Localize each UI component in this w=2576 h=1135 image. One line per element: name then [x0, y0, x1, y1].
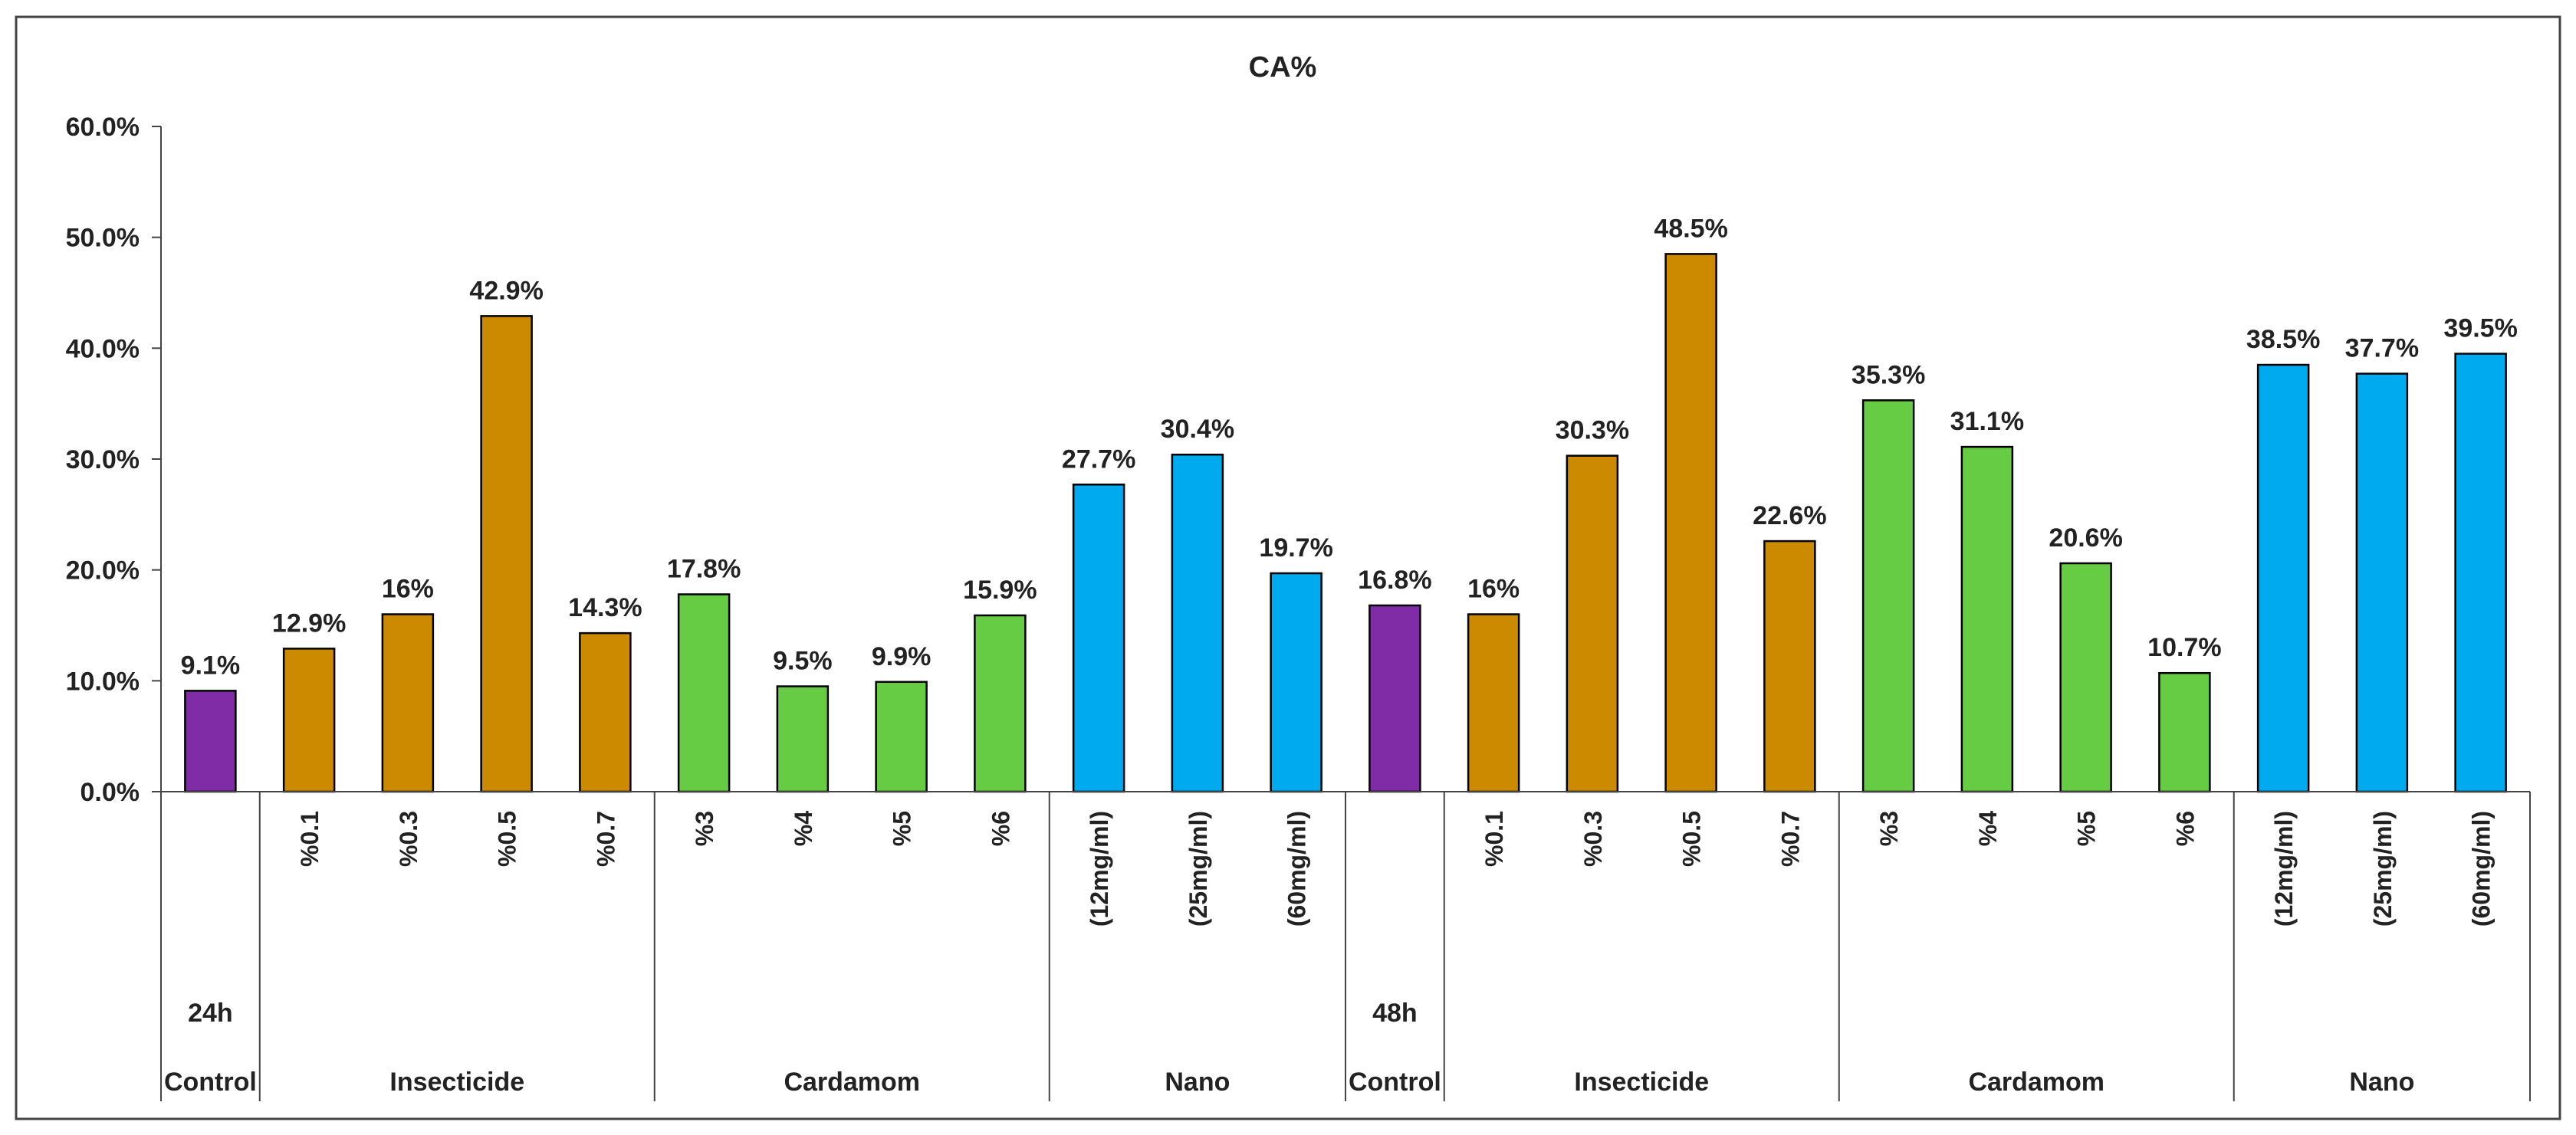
x-category-label: %0.1 — [296, 811, 324, 867]
bar-48h-insecticide — [1763, 540, 1816, 793]
data-label: 12.9% — [272, 609, 346, 638]
x-category-label: %4 — [1974, 811, 2002, 846]
data-label: 9.9% — [872, 642, 932, 671]
data-label: 16% — [382, 575, 434, 604]
data-label: 10.7% — [2147, 633, 2221, 662]
x-category-label: %3 — [1875, 811, 1903, 846]
bar-24h-insecticide — [381, 613, 435, 793]
data-label: 39.5% — [2443, 314, 2517, 343]
y-tick-label: 0.0% — [80, 778, 140, 807]
x-category-label: %0.3 — [1579, 811, 1607, 867]
x-category-label: %3 — [691, 811, 718, 846]
bar-24h-nano — [1072, 484, 1125, 793]
x-group-label: Nano — [1165, 1068, 1230, 1097]
x-category-label: %5 — [2073, 811, 2101, 846]
x-category-label: (12mg/ml) — [1086, 811, 1113, 927]
x-category-label: %6 — [2171, 811, 2199, 846]
x-category-label: (60mg/ml) — [1283, 811, 1311, 927]
bar-24h-insecticide — [579, 631, 632, 793]
y-tick-label: 40.0% — [66, 334, 140, 363]
bar-24h-insecticide — [480, 315, 533, 793]
x-group-label: Control — [1349, 1068, 1441, 1097]
chart-border — [15, 15, 2561, 1120]
data-label: 15.9% — [963, 576, 1037, 605]
bar-48h-nano — [2256, 363, 2310, 793]
bar-48h-control — [1368, 604, 1421, 793]
x-group-label: Nano — [2349, 1068, 2414, 1097]
x-category-label: (12mg/ml) — [2270, 811, 2298, 927]
bar-24h-nano — [1270, 572, 1322, 793]
data-label: 27.7% — [1062, 444, 1135, 474]
data-label: 37.7% — [2345, 334, 2419, 363]
x-time-label: 24h — [188, 999, 233, 1028]
x-category-label: %4 — [790, 811, 817, 846]
x-category-label: (60mg/ml) — [2468, 811, 2496, 927]
y-tick-label: 30.0% — [66, 445, 140, 474]
data-label: 9.5% — [773, 647, 833, 676]
bar-48h-insecticide — [1566, 454, 1619, 793]
bar-48h-cardamom — [1861, 399, 1915, 793]
data-label: 30.3% — [1556, 416, 1629, 445]
data-label: 31.1% — [1950, 407, 2024, 436]
x-group-label: Control — [164, 1068, 257, 1097]
data-label: 38.5% — [2246, 325, 2320, 354]
data-label: 19.7% — [1259, 533, 1332, 563]
bar-48h-insecticide — [1467, 613, 1520, 793]
bar-48h-cardamom — [2059, 562, 2112, 793]
y-tick-label: 50.0% — [66, 224, 140, 253]
x-axis-category-table: %0.1 %0.3 %0.5 %0.7 %3 %4 %5 %6 (12mg/ml) (25mg/m… — [160, 791, 2531, 1101]
bar-24h-nano — [1171, 453, 1224, 793]
data-label: 16.8% — [1358, 566, 1431, 595]
x-group-label: Insecticide — [1574, 1068, 1709, 1097]
data-label: 35.3% — [1852, 360, 1925, 389]
data-label: 48.5% — [1654, 214, 1727, 243]
chart-title: CA% — [1249, 51, 1317, 84]
bar-series: 9.1% 12.9% 16% 42.9% 14.3% 17.8% 9.5% 9.9% 15.9%… — [181, 214, 2518, 793]
y-tick-label: 20.0% — [66, 556, 140, 586]
x-category-label: %0.1 — [1480, 811, 1508, 867]
bar-48h-insecticide — [1664, 253, 1717, 793]
data-label: 16% — [1467, 575, 1520, 604]
x-category-label: %0.5 — [494, 811, 521, 867]
x-category-label: %0.5 — [1678, 811, 1706, 867]
data-label: 9.1% — [181, 651, 241, 680]
bar-48h-nano — [2454, 353, 2507, 793]
data-label: 17.8% — [667, 554, 741, 583]
data-label: 30.4% — [1161, 415, 1234, 444]
x-time-label: 48h — [1372, 999, 1418, 1028]
x-category-label: (25mg/ml) — [2369, 811, 2397, 927]
data-label: 22.6% — [1753, 501, 1826, 530]
bar-24h-control — [184, 690, 237, 793]
x-category-label: %0.3 — [395, 811, 422, 867]
bar-24h-cardamom — [677, 593, 731, 793]
x-category-label: (25mg/ml) — [1184, 811, 1212, 927]
x-category-label: %0.7 — [592, 811, 619, 867]
data-label: 14.3% — [568, 593, 642, 622]
x-group-label: Cardamom — [1968, 1068, 2104, 1097]
x-group-label: Cardamom — [784, 1068, 920, 1097]
bar-48h-cardamom — [2158, 671, 2211, 793]
x-category-label: %5 — [889, 811, 916, 846]
data-label: 42.9% — [469, 276, 543, 305]
x-group-label: Insecticide — [389, 1068, 524, 1097]
bar-24h-cardamom — [875, 681, 928, 793]
y-tick-label: 60.0% — [66, 113, 140, 142]
y-tick-label: 10.0% — [66, 667, 140, 696]
y-axis: 0.0% 10.0% 20.0% 30.0% 40.0% 50.0% 60.0% — [66, 113, 162, 807]
bar-24h-cardamom — [974, 614, 1027, 793]
x-category-label: %6 — [987, 811, 1014, 846]
data-label: 20.6% — [2049, 523, 2122, 553]
bar-24h-cardamom — [776, 685, 830, 793]
bar-48h-nano — [2355, 372, 2409, 793]
bar-24h-insecticide — [282, 648, 336, 793]
bar-48h-cardamom — [1960, 445, 2014, 793]
x-category-label: %0.7 — [1776, 811, 1804, 867]
